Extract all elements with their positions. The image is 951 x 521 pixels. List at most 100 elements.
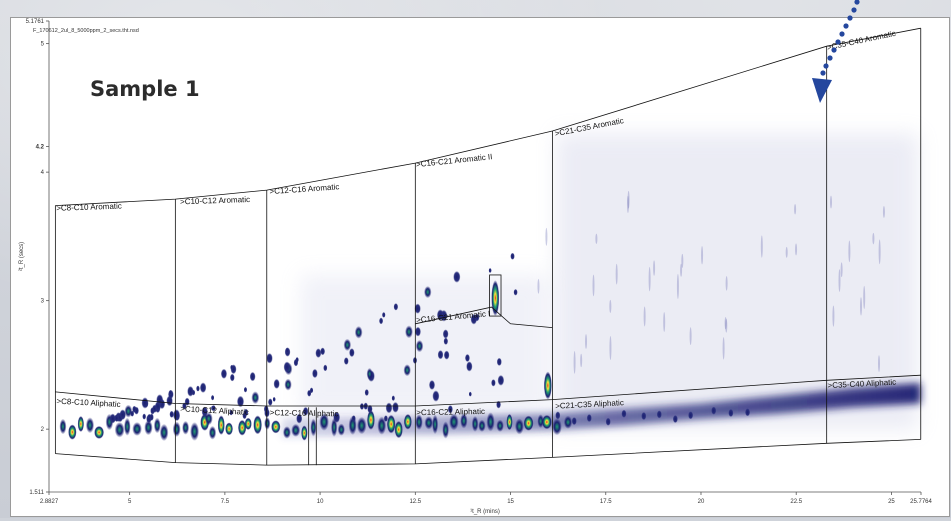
trace-streak [760, 235, 763, 258]
y-tick-label: 4 [41, 170, 45, 176]
region-label: >C35-C40 Aliphatic [827, 378, 896, 391]
trace-streak [838, 269, 841, 292]
peak-blob [555, 411, 561, 420]
peak-blob [153, 417, 161, 434]
trace-streak [830, 195, 833, 209]
peak-blob [491, 379, 496, 387]
region-boundaries [54, 27, 922, 466]
peak-blob [182, 420, 190, 435]
peak-blob [563, 415, 573, 429]
trace-streak [681, 253, 684, 268]
peak-blob [391, 395, 395, 401]
x-tick-label: 2.8827 [40, 499, 59, 505]
gcxgc-contour-plot: >C8-C10 Aromatic >C10-C12 Aromatic >C12-C1… [19, 19, 933, 515]
peak-blob [271, 420, 281, 434]
region-label: >C10-C12 Aromatic [180, 195, 250, 206]
peak-blob [392, 401, 399, 413]
peak-blob [319, 413, 329, 431]
trace-streak [626, 195, 629, 213]
peak-blob [59, 418, 67, 435]
peak-blob [267, 398, 273, 406]
peak-blob [253, 415, 262, 435]
peak-blob [154, 401, 162, 412]
peak-blob [210, 394, 215, 401]
peak-blob [337, 423, 345, 436]
peak-blob [68, 424, 77, 440]
peak-blob [414, 303, 421, 314]
highlighted-peak [366, 367, 373, 380]
trace-streak [722, 337, 725, 360]
peak-blob [403, 364, 411, 377]
y-tick-label: 5 [41, 42, 45, 48]
peak-blob [464, 353, 470, 363]
peak-box [489, 274, 502, 317]
axes: 2.8827 5 7.5 10 12.5 15 17.5 20 22.5 25 25.77641.5… [19, 19, 933, 515]
x-tick-label: 22.5 [790, 499, 802, 505]
trace-streak [840, 262, 843, 278]
peak-blob [386, 414, 396, 434]
peak-blob [586, 414, 592, 423]
y-tick-label: 2 [41, 427, 45, 433]
trace-streak [882, 205, 885, 218]
peak-blob [220, 368, 228, 379]
trace-streak [615, 263, 618, 285]
peak-blob [119, 409, 126, 420]
peak-blob [159, 423, 169, 442]
peak-blob [745, 408, 751, 417]
trace-streak [795, 243, 798, 256]
peak-blob [225, 422, 233, 436]
peak-blob [414, 326, 421, 337]
peak-blob [377, 416, 387, 435]
peak-blob [415, 414, 423, 430]
trace-streak [725, 276, 728, 291]
x-tick-label: 20 [698, 499, 705, 505]
peak-blob [77, 415, 84, 432]
peak-blob [356, 416, 367, 435]
region-label: >C16-C21 Aliphatic [416, 407, 485, 417]
trace-streak [785, 246, 788, 258]
peak-blob [447, 405, 453, 414]
peak-blob [432, 414, 439, 435]
peak-blob [393, 303, 399, 311]
trace-streak [872, 232, 875, 245]
peak-blob [147, 413, 151, 419]
peak-blob [284, 378, 292, 391]
chromatogram-frame: >C8-C10 Aromatic >C10-C12 Aromatic >C12-C1… [10, 17, 950, 517]
peak-blob [85, 417, 95, 434]
region-label: >C35-C40 Aromatic [826, 29, 896, 52]
peak-blob [285, 347, 290, 354]
trace-streak [585, 334, 588, 349]
trace-streak [680, 263, 683, 277]
trace-streak [573, 351, 576, 374]
x-tick-label: 25 [888, 499, 895, 505]
upper-envelope-line [55, 27, 921, 206]
peak-blob [291, 423, 301, 437]
region-label: >C10-C12 Aliphatic [180, 404, 249, 417]
peak-blob [263, 405, 269, 414]
x-tick-label: 25.7764 [910, 499, 932, 505]
peak-blob [144, 419, 153, 436]
peak-blob [605, 417, 611, 426]
peak-blob [211, 404, 216, 412]
peak-blob [142, 413, 147, 420]
peak-blob [243, 408, 249, 417]
trace-streak [648, 266, 651, 292]
peak-blob [468, 391, 472, 397]
x-axis-title: ¹t_R (mins) [470, 509, 500, 515]
peak-blob [196, 385, 200, 392]
peak-blob [711, 406, 717, 415]
peak-blob [496, 419, 504, 432]
peak-blob [443, 350, 450, 360]
peak-blob [453, 270, 461, 283]
trace-streak [545, 227, 548, 246]
smear-middle [301, 274, 549, 417]
trace-streak [878, 355, 881, 372]
peak-blob [343, 338, 352, 352]
peak-blob [488, 267, 492, 273]
trace-streak [848, 240, 851, 263]
peak-blob [496, 400, 501, 409]
peak-blob [168, 389, 173, 396]
trace-streak [701, 246, 704, 265]
peak-blob [466, 361, 473, 372]
peak-blob [428, 380, 436, 390]
